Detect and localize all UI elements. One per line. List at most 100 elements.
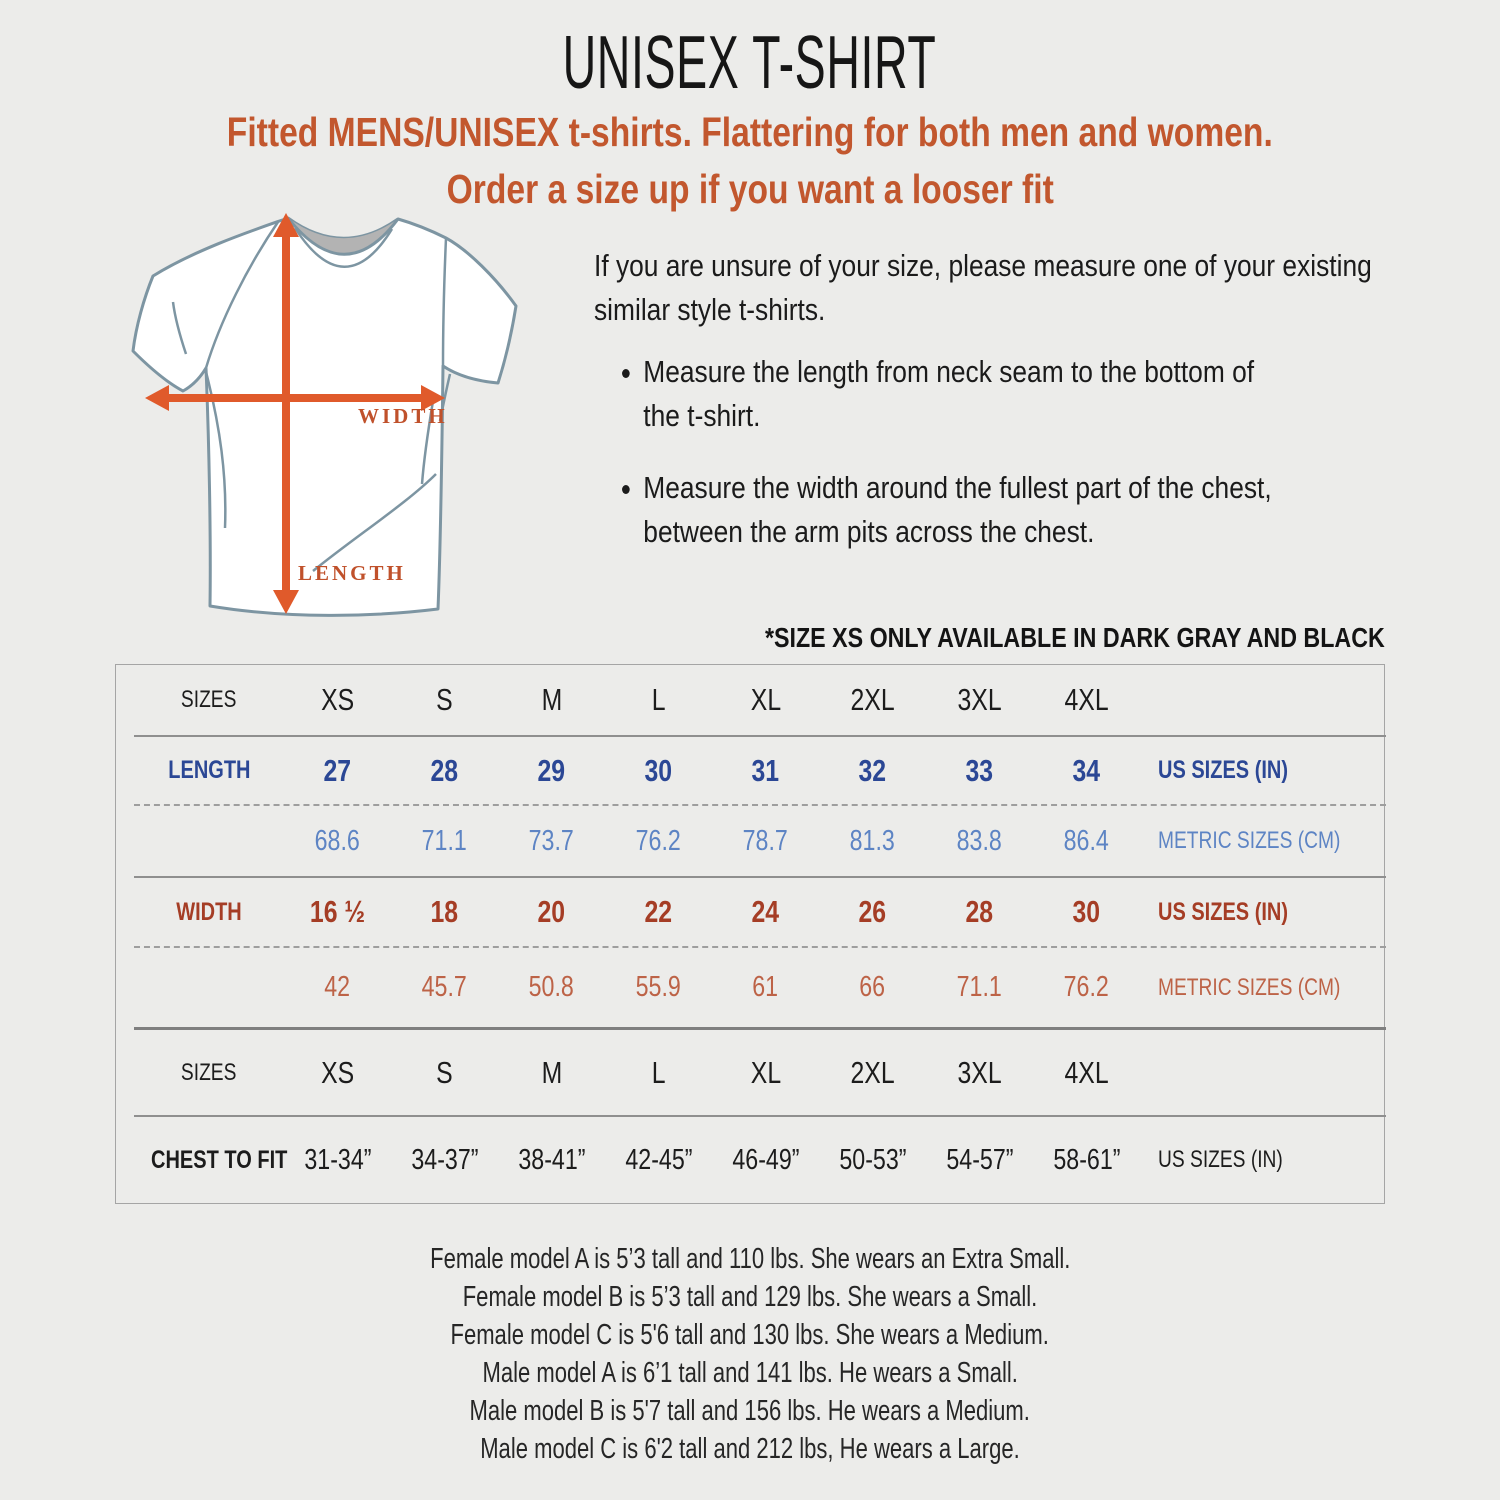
list-item: Measure the length from neck seam to the… — [643, 350, 1298, 438]
unit-cell: US SIZES (IN) — [1158, 897, 1289, 926]
unit-cell: METRIC SIZES (CM) — [1158, 827, 1341, 854]
measure-instructions: If you are unsure of your size, please m… — [594, 244, 1393, 582]
page-subtitle: Fitted MENS/UNISEX t-shirts. Flattering … — [0, 104, 1500, 218]
length-metric-cell: 73.7 — [528, 824, 575, 857]
row-label: WIDTH — [176, 897, 242, 926]
size-header-cell: XL — [750, 1054, 781, 1090]
size-header-cell: 4XL — [1064, 1054, 1109, 1090]
width-us-cell: 30 — [1072, 894, 1101, 929]
xs-availability-note: *SIZE XS ONLY AVAILABLE IN DARK GRAY AND… — [765, 622, 1385, 653]
model-line: Male model C is 6'2 tall and 212 lbs, He… — [480, 1433, 1020, 1465]
size-header-cell: 2XL — [850, 1054, 895, 1090]
length-us-cell: 31 — [751, 752, 780, 788]
table-row-sizes-header: SIZES XS S M L XL 2XL 3XL 4XL — [134, 665, 1386, 737]
length-arrow-icon — [273, 213, 299, 614]
tshirt-illustration — [131, 213, 518, 617]
row-label: SIZES — [181, 686, 237, 713]
width-us-cell: 28 — [965, 894, 994, 929]
chest-cell: 42-45” — [624, 1143, 693, 1176]
width-metric-cell: 71.1 — [956, 971, 1003, 1003]
width-metric-cell: 66 — [859, 971, 886, 1003]
unit-cell: US SIZES (IN) — [1158, 756, 1289, 784]
size-header-cell: 3XL — [957, 1054, 1002, 1090]
size-header-cell: 4XL — [1064, 682, 1109, 717]
chest-cell: 58-61” — [1052, 1143, 1121, 1176]
width-us-cell: 18 — [430, 894, 459, 929]
tshirt-fold-lines — [171, 221, 452, 572]
instructions-list: Measure the length from neck seam to the… — [625, 350, 1393, 554]
table-row-length-metric: 68.6 71.1 73.7 76.2 78.7 81.3 83.8 86.4 … — [134, 806, 1386, 878]
width-us-cell: 24 — [751, 894, 780, 929]
table-row-chest-to-fit: CHEST TO FIT 31-34” 34-37” 38-41” 42-45”… — [134, 1117, 1386, 1203]
chest-cell: 34-37” — [410, 1143, 479, 1176]
size-header-cell: L — [651, 682, 666, 717]
model-line: Male model B is 5'7 tall and 156 lbs. He… — [469, 1395, 1031, 1427]
length-us-cell: 32 — [858, 752, 887, 788]
length-metric-cell: 71.1 — [421, 824, 468, 857]
size-header-cell: 3XL — [957, 682, 1002, 717]
length-us-cell: 30 — [644, 752, 673, 788]
size-header-cell: 2XL — [850, 682, 895, 717]
length-us-cell: 33 — [965, 752, 994, 788]
tshirt-body — [131, 216, 518, 617]
width-metric-cell: 76.2 — [1063, 971, 1110, 1003]
length-us-cell: 27 — [323, 752, 352, 788]
width-us-cell: 26 — [858, 894, 887, 929]
chest-cell: 46-49” — [731, 1143, 800, 1176]
size-header-cell: M — [541, 1054, 562, 1090]
list-item: Measure the width around the fullest par… — [643, 466, 1298, 554]
page-title-text: UNISEX T-SHIRT — [563, 20, 937, 104]
model-line: Female model B is 5’3 tall and 129 lbs. … — [462, 1281, 1038, 1313]
width-us-cell: 20 — [537, 894, 566, 929]
width-metric-cell: 50.8 — [528, 971, 575, 1003]
chest-cell: 54-57” — [945, 1143, 1014, 1176]
width-arrow-icon — [145, 385, 445, 411]
size-header-cell: S — [436, 1054, 453, 1090]
length-arrow-label: LENGTH — [298, 561, 406, 585]
width-metric-cell: 55.9 — [635, 971, 682, 1003]
size-header-cell: XL — [750, 682, 781, 717]
tshirt-collar-band — [286, 217, 400, 256]
model-line: Female model C is 5'6 tall and 130 lbs. … — [450, 1319, 1050, 1351]
size-header-cell: XS — [320, 1054, 355, 1090]
table-row-width-us: WIDTH 16 ½ 18 20 22 24 26 28 30 US SIZES… — [134, 878, 1386, 948]
width-metric-cell: 61 — [752, 971, 779, 1003]
size-header-cell: M — [541, 682, 562, 717]
chest-cell: 38-41” — [517, 1143, 586, 1176]
model-line: Male model A is 6’1 tall and 141 lbs. He… — [482, 1357, 1018, 1389]
length-metric-cell: 68.6 — [314, 824, 361, 857]
tshirt-collar-band-seam — [293, 227, 394, 268]
length-us-cell: 28 — [430, 752, 459, 788]
row-label: SIZES — [181, 1058, 237, 1086]
length-metric-cell: 86.4 — [1063, 824, 1110, 857]
subtitle-line-1: Fitted MENS/UNISEX t-shirts. Flattering … — [226, 109, 1273, 155]
width-us-cell: 22 — [644, 894, 673, 929]
size-header-cell: L — [651, 1054, 666, 1090]
table-row-sizes-header-2: SIZES XS S M L XL 2XL 3XL 4XL — [134, 1030, 1386, 1117]
page-title: UNISEX T-SHIRT — [0, 20, 1500, 104]
row-label: CHEST TO FIT — [151, 1145, 288, 1174]
length-metric-cell: 76.2 — [635, 824, 682, 857]
length-us-cell: 34 — [1072, 752, 1101, 788]
table-row-length-us: LENGTH 27 28 29 30 31 32 33 34 US SIZES … — [134, 737, 1386, 806]
model-line: Female model A is 5’3 tall and 110 lbs. … — [429, 1243, 1071, 1275]
chest-cell: 50-53” — [838, 1143, 907, 1176]
width-metric-cell: 45.7 — [421, 971, 468, 1003]
length-us-cell: 29 — [537, 752, 566, 788]
length-metric-cell: 81.3 — [849, 824, 896, 857]
row-label: LENGTH — [167, 756, 251, 784]
chest-cell: 31-34” — [303, 1143, 372, 1176]
model-reference: Female model A is 5’3 tall and 110 lbs. … — [0, 1240, 1500, 1468]
length-metric-cell: 83.8 — [956, 824, 1003, 857]
unit-cell: US SIZES (IN) — [1158, 1146, 1283, 1173]
instructions-intro: If you are unsure of your size, please m… — [594, 248, 1372, 327]
tshirt-diagram: WIDTH LENGTH — [128, 206, 580, 626]
width-us-cell: 16 ½ — [309, 894, 366, 929]
unit-cell: METRIC SIZES (CM) — [1158, 973, 1341, 1001]
subtitle-line-2: Order a size up if you want a looser fit — [446, 166, 1054, 212]
width-metric-cell: 42 — [324, 971, 351, 1003]
table-row-width-metric: 42 45.7 50.8 55.9 61 66 71.1 76.2 METRIC… — [134, 948, 1386, 1030]
width-arrow-label: WIDTH — [358, 404, 448, 428]
size-chart-table: SIZES XS S M L XL 2XL 3XL 4XL LENGTH 27 … — [115, 664, 1386, 1204]
